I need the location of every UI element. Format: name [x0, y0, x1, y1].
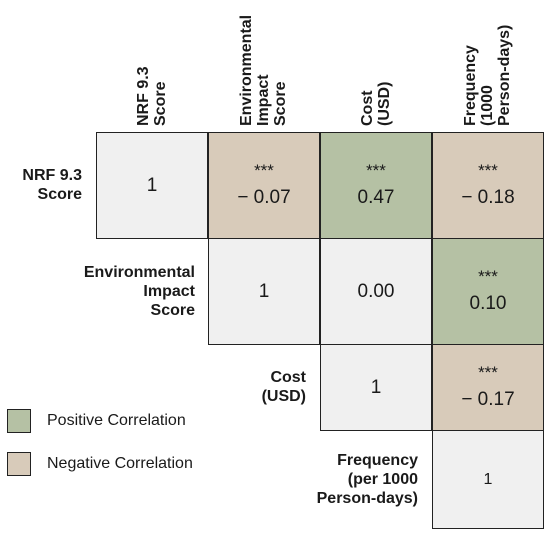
matrix-cell: *** − 0.18	[432, 132, 544, 239]
correlation-value: 1	[146, 174, 158, 196]
matrix-cell: 1	[320, 344, 432, 431]
significance-stars: ***	[254, 160, 274, 180]
column-header: Environmental Impact Score	[238, 14, 289, 126]
legend-label: Negative Correlation	[47, 455, 193, 472]
column-header: Cost (USD)	[358, 81, 393, 126]
matrix-cell: *** − 0.17	[432, 344, 544, 431]
correlation-value: − 0.18	[461, 186, 515, 208]
correlation-value: 0.47	[357, 186, 395, 208]
row-header: Frequency (per 1000 Person-days)	[316, 451, 418, 507]
matrix-cell: *** 0.10	[432, 238, 544, 345]
matrix-cell: 1	[432, 430, 544, 529]
legend-swatch	[7, 409, 31, 433]
row-header: Environmental Impact Score	[83, 263, 195, 319]
matrix-cell: *** 0.47	[320, 132, 432, 239]
correlation-value: − 0.07	[237, 186, 291, 208]
significance-stars: ***	[478, 266, 498, 286]
matrix-cell: 0.00	[320, 238, 432, 345]
legend-swatch	[7, 452, 31, 476]
significance-stars: ***	[366, 160, 386, 180]
matrix-cell: *** − 0.07	[208, 132, 320, 239]
correlation-value: 0.00	[357, 280, 395, 302]
correlation-value: 1	[258, 280, 270, 302]
matrix-cell: 1	[96, 132, 208, 239]
significance-stars: ***	[478, 362, 498, 382]
column-header: Frequency (1000 Person-days)	[462, 24, 513, 126]
correlation-value: 1	[483, 470, 493, 488]
column-header: NRF 9.3 Score	[134, 66, 169, 126]
matrix-cell: 1	[208, 238, 320, 345]
legend-label: Positive Correlation	[47, 412, 186, 429]
legend-item: Negative Correlation	[7, 452, 193, 476]
legend-item: Positive Correlation	[7, 409, 186, 433]
row-header: NRF 9.3 Score	[22, 167, 82, 203]
correlation-value: 0.10	[469, 292, 507, 314]
correlation-value: − 0.17	[461, 388, 515, 410]
correlation-value: 1	[370, 376, 382, 398]
row-header: Cost (USD)	[261, 369, 306, 405]
significance-stars: ***	[478, 160, 498, 180]
